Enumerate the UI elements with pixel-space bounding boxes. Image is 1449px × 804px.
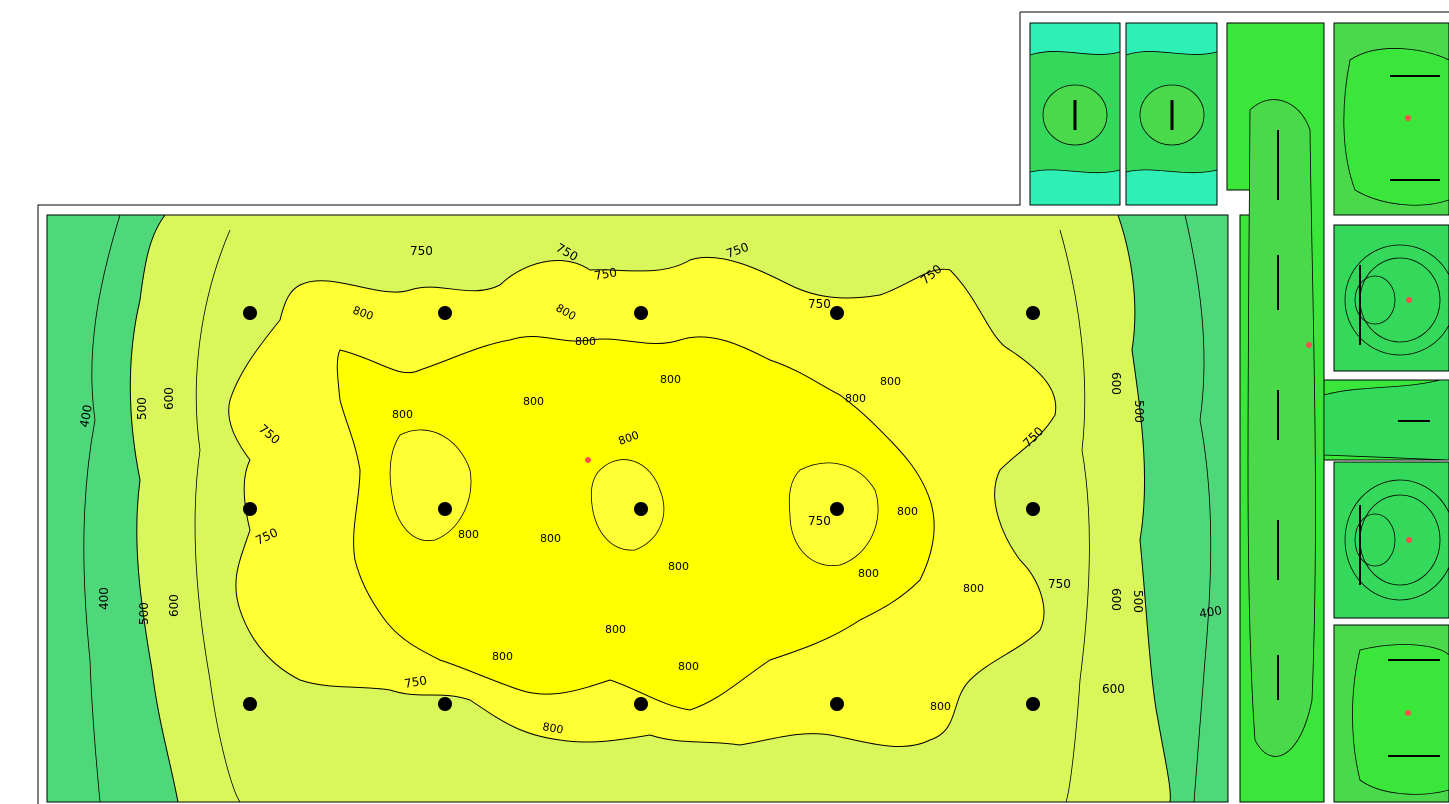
contour-label-600: 600 bbox=[1109, 588, 1123, 611]
contour-label-800: 800 bbox=[678, 660, 699, 673]
contour-label-400: 400 bbox=[77, 404, 95, 429]
measure-point bbox=[1405, 115, 1411, 121]
contour-label-800: 800 bbox=[392, 408, 413, 421]
contour-label-750: 750 bbox=[410, 244, 433, 258]
contour-label-600: 600 bbox=[1109, 372, 1123, 395]
contour-label-500: 500 bbox=[1131, 590, 1145, 613]
contour-label-800: 800 bbox=[668, 560, 689, 573]
contour-label-500: 500 bbox=[137, 602, 151, 625]
contour-label-500: 500 bbox=[135, 397, 149, 420]
room-right-3-ring bbox=[1344, 479, 1449, 601]
contour-label-400: 400 bbox=[1198, 603, 1223, 621]
contour-label-800: 800 bbox=[897, 505, 918, 518]
contour-label-800: 800 bbox=[660, 373, 681, 386]
contour-label-600: 600 bbox=[162, 387, 176, 410]
side-rooms bbox=[1029, 22, 1449, 803]
contour-label-600: 600 bbox=[167, 594, 181, 617]
contour-label-800: 800 bbox=[858, 567, 879, 580]
contour-label-750: 750 bbox=[1048, 577, 1071, 591]
zone-hole-center bbox=[590, 459, 665, 551]
contour-label-800: 800 bbox=[575, 335, 596, 348]
luminaire bbox=[1026, 502, 1040, 516]
measure-point bbox=[1306, 342, 1312, 348]
luminaire bbox=[634, 502, 648, 516]
measure-point bbox=[1406, 297, 1412, 303]
contour-label-500: 500 bbox=[1132, 400, 1146, 423]
building-outline bbox=[37, 11, 1449, 804]
contour-label-800: 800 bbox=[523, 395, 544, 408]
measure-point bbox=[1405, 710, 1411, 716]
luminaire bbox=[634, 697, 648, 711]
measure-point bbox=[585, 457, 591, 463]
luminaire bbox=[438, 697, 452, 711]
contour-400-right bbox=[1184, 214, 1212, 803]
room-right-4-zone bbox=[1352, 644, 1449, 795]
contour-label-750: 750 bbox=[808, 297, 831, 311]
contour-label-800: 800 bbox=[963, 582, 984, 595]
luminaire bbox=[438, 306, 452, 320]
luminaire bbox=[830, 502, 844, 516]
room-right-3-ring bbox=[1354, 513, 1396, 567]
contour-label-800: 800 bbox=[930, 700, 951, 713]
main-hall: 400 400 400 500 500 500 500 600 600 600 … bbox=[46, 214, 1229, 803]
contour-label-600: 600 bbox=[1102, 682, 1125, 696]
contour-label-800: 800 bbox=[492, 650, 513, 663]
room-right-2-ring bbox=[1354, 275, 1396, 325]
measure-point bbox=[1406, 537, 1412, 543]
luminaire-grid bbox=[243, 306, 1040, 711]
luminaire bbox=[830, 697, 844, 711]
contour-label-750: 750 bbox=[403, 673, 428, 691]
connector-zone bbox=[1323, 379, 1449, 461]
contour-400-left bbox=[83, 214, 121, 803]
contour-label-800: 800 bbox=[880, 375, 901, 388]
contour-label-800: 800 bbox=[845, 392, 866, 405]
contour-label-400: 400 bbox=[97, 587, 111, 610]
contour-label-750: 750 bbox=[593, 265, 618, 283]
room-right-2 bbox=[1333, 224, 1449, 372]
contour-label-800: 800 bbox=[541, 720, 564, 736]
luminaire bbox=[243, 306, 257, 320]
luminaire bbox=[634, 306, 648, 320]
contour-label-800: 800 bbox=[458, 528, 479, 541]
luminaire bbox=[243, 697, 257, 711]
contour-label-750: 750 bbox=[808, 514, 831, 528]
contour-label-800: 800 bbox=[540, 532, 561, 545]
room-right-3 bbox=[1333, 461, 1449, 619]
luminaire bbox=[438, 502, 452, 516]
luminaire bbox=[243, 502, 257, 516]
room-right-1-zone bbox=[1343, 48, 1449, 206]
luminaire bbox=[1026, 306, 1040, 320]
luminaire bbox=[1026, 697, 1040, 711]
contour-600 bbox=[194, 229, 1090, 803]
room-right-2-ring bbox=[1344, 244, 1449, 356]
luminaire bbox=[830, 306, 844, 320]
corridor-zone bbox=[1247, 99, 1316, 757]
contour-label-800: 800 bbox=[605, 623, 626, 636]
